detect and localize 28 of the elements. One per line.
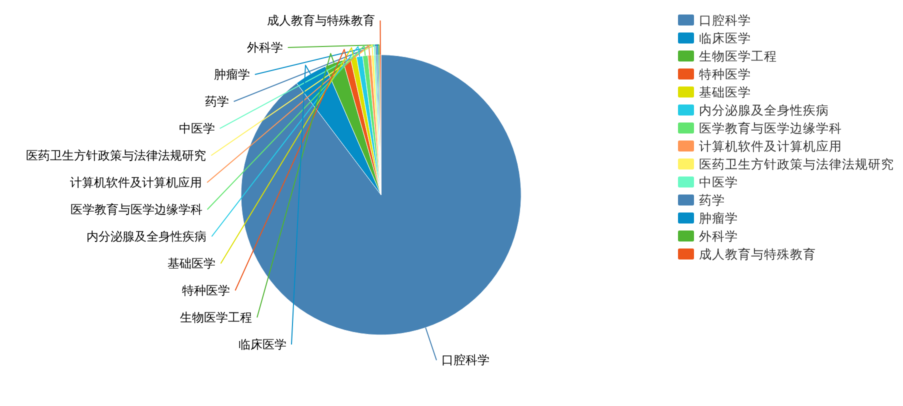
slice-label: 成人教育与特殊教育 [267,13,376,28]
legend-label: 外科学 [699,228,738,244]
slice-label: 肿瘤学 [214,67,250,82]
legend-label: 肿瘤学 [699,210,738,226]
legend-label: 口腔科学 [699,12,751,28]
slice-label: 计算机软件及计算机应用 [70,175,202,190]
slice-label: 临床医学 [238,337,286,352]
legend-label: 特种医学 [699,66,751,82]
slice-label: 内分泌腺及全身性疾病 [86,229,207,244]
slice-label: 生物医学工程 [180,310,252,324]
slice-label: 中医学 [178,121,215,136]
legend-label: 药学 [699,192,725,208]
slice-label: 口腔科学 [442,353,490,368]
legend-label: 中医学 [699,174,738,190]
slice-label: 外科学 [246,40,283,54]
slice-label: 医学教育与医学边缘学科 [70,202,202,216]
legend-label: 计算机软件及计算机应用 [699,138,842,154]
legend-label: 生物医学工程 [699,48,777,64]
legend-label: 基础医学 [699,84,751,100]
legend-label: 医药卫生方针政策与法律法规研究 [699,156,894,172]
slice-label: 医药卫生方针政策与法律法规研究 [26,148,206,162]
slice-label: 基础医学 [168,256,216,270]
slice-label: 特种医学 [182,283,230,298]
legend-label: 成人教育与特殊教育 [699,246,816,262]
slice-label: 药学 [204,94,229,108]
legend-label: 临床医学 [699,30,751,46]
legend-label: 内分泌腺及全身性疾病 [699,102,829,118]
legend-label: 医学教育与医学边缘学科 [699,120,842,136]
